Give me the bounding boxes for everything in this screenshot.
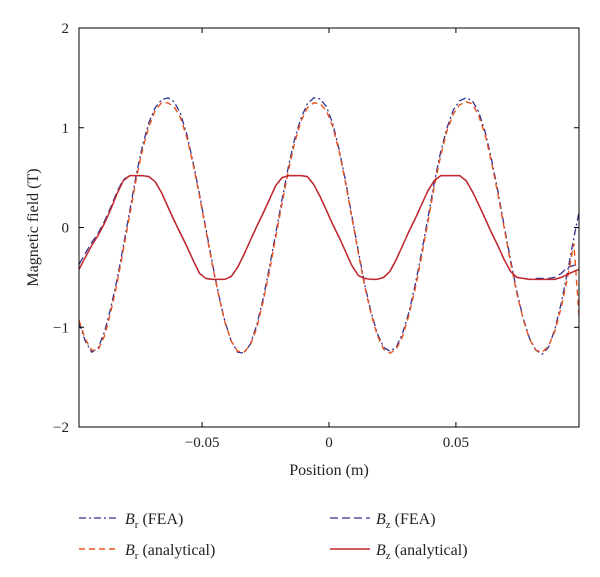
x-axis-title: Position (m)	[289, 462, 369, 479]
x-tick-label: −0.05	[185, 435, 220, 451]
legend-label: Bz (analytical)	[376, 542, 468, 562]
y-tick-label: 2	[62, 21, 70, 37]
x-tick-label: 0	[325, 435, 333, 451]
legend-label: Br (analytical)	[125, 542, 215, 562]
x-tick-label: 0.05	[443, 435, 469, 451]
series-line-3	[79, 174, 579, 281]
series-layer	[79, 97, 579, 356]
y-tick-label: −1	[53, 320, 69, 336]
y-tick-label: −2	[53, 420, 69, 436]
series-line-0	[79, 97, 579, 356]
legend: Br (FEA) Bz (FEA) Br (analytical) Bz (analy…	[79, 511, 468, 562]
y-tick-label: 0	[62, 221, 70, 237]
legend-label: Br (FEA)	[125, 511, 183, 531]
legend-label: Bz (FEA)	[376, 511, 436, 531]
series-line-2	[79, 101, 579, 355]
axes-layer: −0.05 0 0.05 −2 −1 0 1 2	[53, 21, 579, 451]
y-tick-label: 1	[62, 121, 70, 137]
y-axis-title: Magnetic field (T)	[25, 168, 42, 286]
